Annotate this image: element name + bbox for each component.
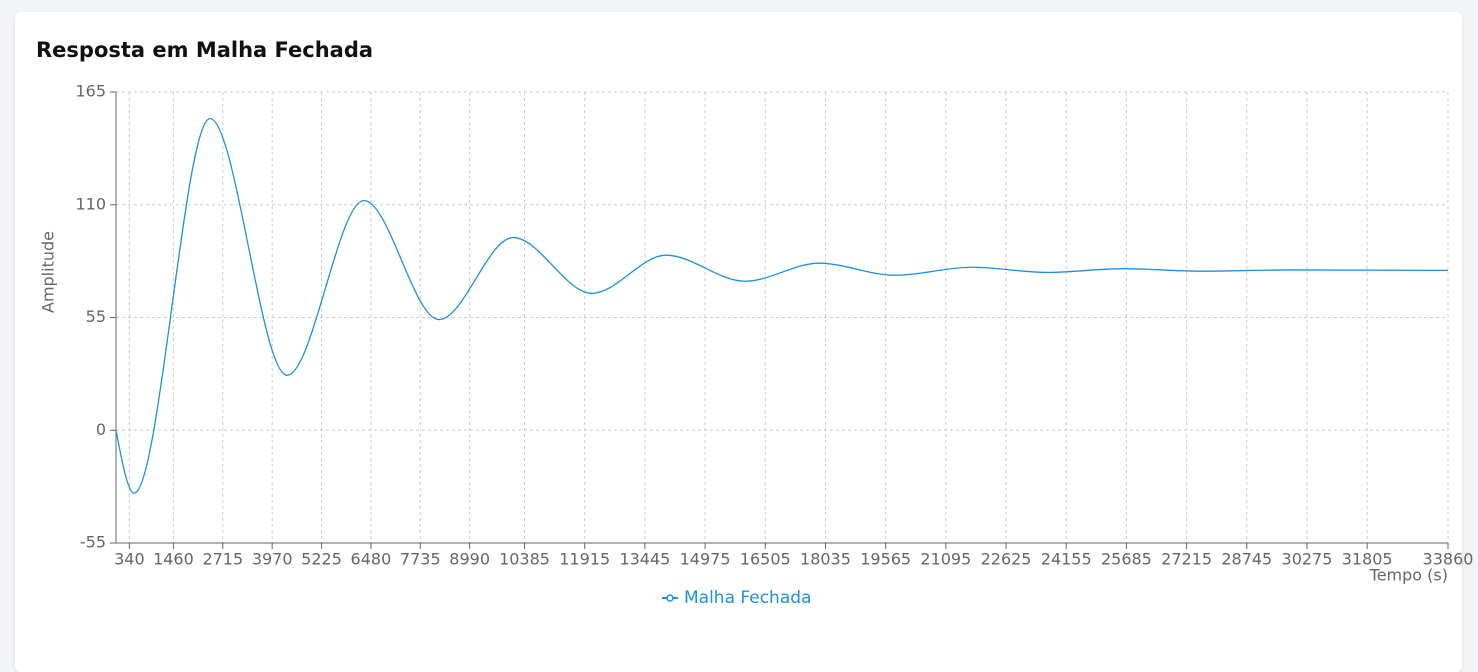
chart-title: Resposta em Malha Fechada xyxy=(36,38,373,62)
legend-label: Malha Fechada xyxy=(684,588,811,608)
y-tick-label: 165 xyxy=(75,82,106,101)
y-tick-label: -55 xyxy=(80,533,106,552)
x-tick-label: 3970 xyxy=(252,550,293,569)
card xyxy=(15,12,1462,672)
x-tick-label: 8990 xyxy=(449,550,490,569)
x-tick-label: 28745 xyxy=(1221,550,1272,569)
x-tick-label: 24155 xyxy=(1041,550,1092,569)
x-tick-label: 2715 xyxy=(202,550,243,569)
x-tick-label: 16505 xyxy=(740,550,791,569)
y-tick-label: 110 xyxy=(75,194,106,213)
x-tick-label: 18035 xyxy=(800,550,851,569)
x-tick-label: 1460 xyxy=(153,550,194,569)
y-tick-label: 55 xyxy=(86,307,106,326)
x-tick-label: 7735 xyxy=(400,550,441,569)
x-tick-label: 25685 xyxy=(1101,550,1152,569)
x-tick-label: 33860 xyxy=(1423,550,1474,569)
x-tick-label: 340 xyxy=(114,550,145,569)
x-tick-label: 22625 xyxy=(981,550,1032,569)
x-tick-label: 27215 xyxy=(1161,550,1212,569)
legend-icon xyxy=(666,594,674,602)
x-tick-label: 13445 xyxy=(619,550,670,569)
x-axis-label: Tempo (s) xyxy=(1369,566,1448,585)
y-tick-label: 0 xyxy=(96,420,106,439)
x-tick-label: 19565 xyxy=(860,550,911,569)
line xyxy=(115,117,1449,494)
x-tick-label: 6480 xyxy=(351,550,392,569)
x-tick-label: 14975 xyxy=(680,550,731,569)
x-tick-label: 21095 xyxy=(920,550,971,569)
x-tick-label: 11915 xyxy=(559,550,610,569)
y-axis-label: Amplitude xyxy=(39,231,58,313)
x-tick-label: 31805 xyxy=(1342,550,1393,569)
x-tick-label: 30275 xyxy=(1282,550,1333,569)
x-tick-label: 5225 xyxy=(301,550,342,569)
x-tick-label: 10385 xyxy=(499,550,550,569)
